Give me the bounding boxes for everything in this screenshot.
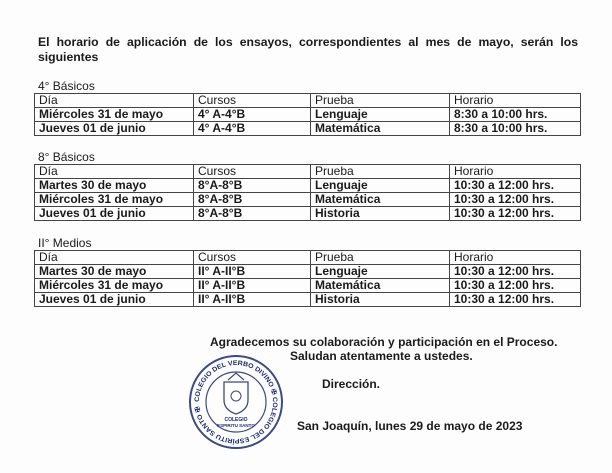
stamp-center-line1: COLEGIO [224,417,247,423]
cell-test: Historia [310,292,450,307]
table-header-row: Día Cursos Prueba Horario [34,93,581,108]
cell-test: Matemática [310,121,450,136]
cell-courses: 8°A-8°B [193,192,311,207]
cell-courses: 4° A-4°B [193,121,311,136]
column-header-day: Día [34,250,194,265]
section-label: 8° Básicos [38,150,95,164]
place-date-text: San Joaquín, lunes 29 de mayo de 2023 [297,419,523,433]
cell-courses: 8°A-8°B [193,206,311,221]
cell-day: Miércoles 31 de mayo [34,278,194,293]
cell-schedule: 10:30 a 12:00 hrs. [449,278,581,293]
cell-schedule: 8:30 a 10:00 hrs. [449,107,581,122]
cell-day: Martes 30 de mayo [34,178,194,193]
intro-paragraph: El horario de aplicación de los ensayos,… [38,35,578,64]
table-row: Miércoles 31 de mayo II° A-II°B Matemática… [34,278,581,293]
cell-day: Martes 30 de mayo [34,264,194,279]
table-header-row: Día Cursos Prueba Horario [34,164,581,179]
cell-schedule: 10:30 a 12:00 hrs. [449,292,581,307]
cell-day: Jueves 01 de junio [34,206,194,221]
cell-schedule: 8:30 a 10:00 hrs. [449,121,581,136]
column-header-courses: Cursos [193,250,311,265]
column-header-schedule: Horario [449,93,581,108]
cell-schedule: 10:30 a 12:00 hrs. [449,206,581,221]
stamp-emblem-icon [189,355,283,449]
table-row: Miércoles 31 de mayo 4° A-4°B Lenguaje 8:30… [34,107,581,122]
cell-test: Lenguaje [310,107,450,122]
schedule-table: Día Cursos Prueba Horario Miércoles 31 de ma… [34,93,581,136]
cell-test: Lenguaje [310,178,450,193]
cell-schedule: 10:30 a 12:00 hrs. [449,264,581,279]
cell-schedule: 10:30 a 12:00 hrs. [449,192,581,207]
column-header-courses: Cursos [193,164,311,179]
cell-test: Lenguaje [310,264,450,279]
cell-courses: II° A-II°B [193,292,311,307]
table-row: Jueves 01 de junio 4° A-4°B Matemática 8:30… [34,121,581,136]
table-header-row: Día Cursos Prueba Horario [34,250,581,265]
stamp-center-line2: ESPIRITU SANTO [217,423,255,428]
greeting-text: Saludan atentamente a ustedes. [290,349,473,363]
column-header-test: Prueba [310,250,450,265]
cell-schedule: 10:30 a 12:00 hrs. [449,178,581,193]
cell-courses: 4° A-4°B [193,107,311,122]
signature-text: Dirección. [322,377,381,391]
table-row: Jueves 01 de junio II° A-II°B Historia 10:3… [34,292,581,307]
column-header-day: Día [34,164,194,179]
column-header-test: Prueba [310,93,450,108]
section-label: II° Medios [38,236,92,250]
column-header-courses: Cursos [193,93,311,108]
table-row: Miércoles 31 de mayo 8°A-8°B Matemática 10:… [34,192,581,207]
column-header-schedule: Horario [449,250,581,265]
table-row: Martes 30 de mayo 8°A-8°B Lenguaje 10:30 a … [34,178,581,193]
section-label: 4° Básicos [38,79,95,93]
cell-test: Matemática [310,192,450,207]
column-header-day: Día [34,93,194,108]
cell-day: Jueves 01 de junio [34,121,194,136]
cell-test: Matemática [310,278,450,293]
cell-day: Jueves 01 de junio [34,292,194,307]
column-header-schedule: Horario [449,164,581,179]
school-stamp: COLEGIO DEL VERBO DIVINO ✠ COLEGIO DEL E… [189,355,283,449]
thanks-text: Agradecemos su colaboración y participac… [210,335,558,349]
cell-courses: II° A-II°B [193,278,311,293]
schedule-table: Día Cursos Prueba Horario Martes 30 de mayo 8… [34,164,581,221]
cell-courses: 8°A-8°B [193,178,311,193]
schedule-table: Día Cursos Prueba Horario Martes 30 de mayo I… [34,250,581,307]
column-header-test: Prueba [310,164,450,179]
cell-day: Miércoles 31 de mayo [34,192,194,207]
table-row: Martes 30 de mayo II° A-II°B Lenguaje 10:30… [34,264,581,279]
cell-courses: II° A-II°B [193,264,311,279]
cell-test: Historia [310,206,450,221]
table-row: Jueves 01 de junio 8°A-8°B Historia 10:30 a… [34,206,581,221]
cell-day: Miércoles 31 de mayo [34,107,194,122]
